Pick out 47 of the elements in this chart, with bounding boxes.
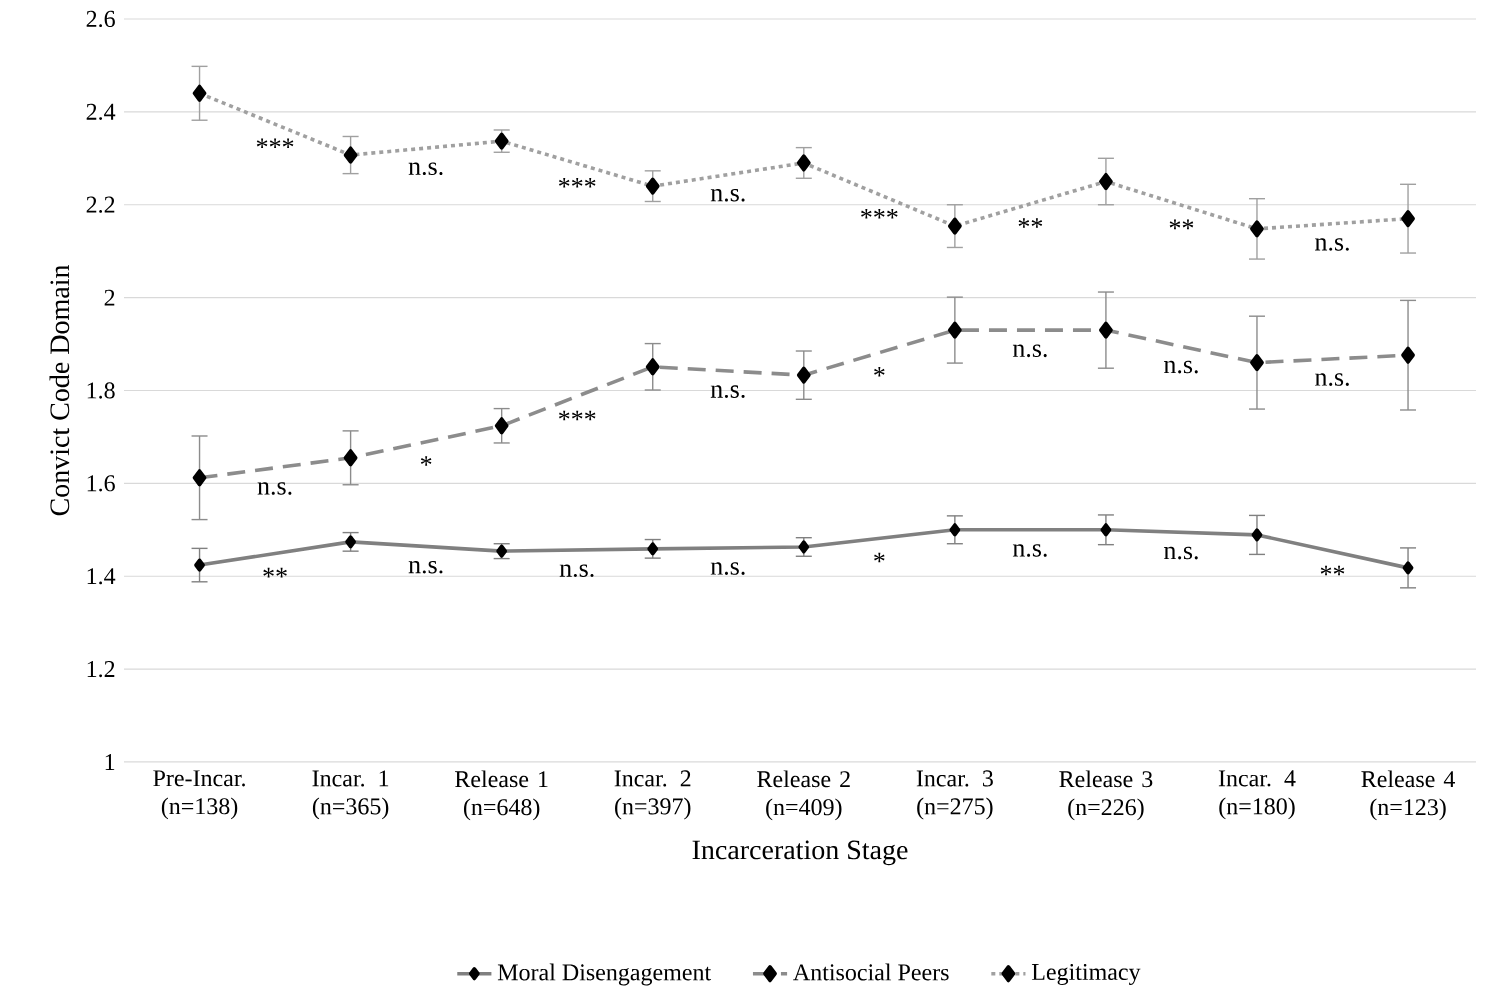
- annotation: n.s.: [257, 482, 292, 495]
- annotation: **: [1320, 565, 1345, 576]
- annotation: n.s.: [408, 560, 443, 574]
- annotation: ***: [558, 410, 596, 421]
- x-axis-title: Incarceration Stage: [692, 840, 908, 866]
- x-tick-label: Incar. 3 (n=275): [916, 770, 993, 820]
- x-tick-label: Release 1 (n=648): [455, 770, 548, 821]
- annotation: **: [263, 567, 287, 578]
- annotation: n.s.: [1163, 360, 1198, 374]
- x-tick-label: Pre-Incar. (n=138): [153, 770, 245, 820]
- annotation: ***: [861, 208, 898, 219]
- annotation: *: [420, 456, 432, 466]
- annotation: **: [1018, 218, 1043, 228]
- annotation: n.s.: [559, 564, 594, 578]
- annotation: n.s.: [710, 385, 745, 399]
- annotation: n.s.: [408, 162, 443, 176]
- annotation: **: [1169, 219, 1194, 230]
- annotation: n.s.: [1012, 544, 1047, 557]
- y-tick-label: 1.8: [87, 382, 115, 399]
- y-axis-title: Convict Code Domain: [49, 264, 70, 516]
- y-tick-label: 2.2: [86, 196, 115, 213]
- x-tick-label: Release 3 (n=226): [1059, 770, 1153, 821]
- annotation: n.s.: [1315, 373, 1349, 386]
- annotation: n.s.: [1012, 344, 1047, 358]
- annotation: *: [874, 552, 885, 563]
- x-tick-label: Incar. 2 (n=397): [614, 770, 691, 820]
- annotation: n.s.: [710, 562, 745, 575]
- y-tick-label: 1.6: [87, 475, 115, 492]
- x-tick-label: Incar. 1 (n=365): [312, 770, 389, 820]
- x-tick-label: Release 2 (n=409): [757, 770, 850, 821]
- annotation: n.s.: [1315, 238, 1349, 251]
- annotation: ***: [256, 138, 294, 149]
- y-tick-label: 2.4: [86, 103, 116, 120]
- annotation: n.s.: [710, 188, 745, 202]
- x-tick-label: Incar. 4 (n=180): [1218, 770, 1296, 820]
- y-tick-label: 1: [105, 754, 115, 770]
- y-tick-label: 2.6: [86, 10, 115, 28]
- legend-label: Moral Disengagement: [497, 963, 712, 986]
- legend-label: Antisocial Peers: [793, 963, 949, 981]
- annotation: ***: [558, 178, 596, 188]
- y-tick-label: 1.2: [87, 660, 115, 678]
- y-tick-label: 2: [104, 289, 115, 306]
- annotation: *: [874, 367, 885, 377]
- annotation: n.s.: [1163, 546, 1198, 560]
- legend-label: Legitimacy: [1031, 963, 1141, 986]
- x-tick-label: Release 4 (n=123): [1361, 770, 1455, 821]
- y-tick-label: 1.4: [87, 568, 116, 585]
